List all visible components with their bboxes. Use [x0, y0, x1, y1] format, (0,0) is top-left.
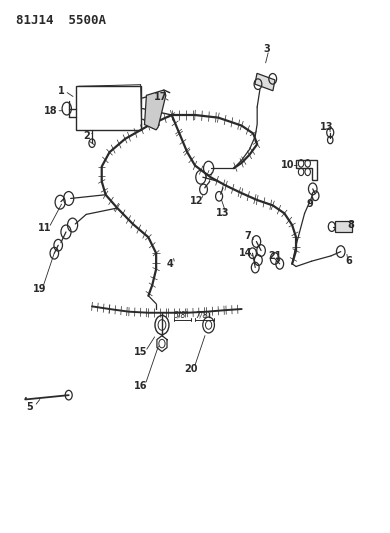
Polygon shape — [255, 74, 275, 91]
Text: 12: 12 — [190, 196, 204, 206]
Text: 8: 8 — [347, 220, 354, 230]
Text: 21: 21 — [268, 251, 282, 261]
Text: 4: 4 — [167, 259, 173, 269]
Text: 81J14  5500A: 81J14 5500A — [16, 14, 106, 27]
Text: 7: 7 — [244, 231, 251, 241]
Text: 5/8": 5/8" — [174, 311, 189, 320]
Text: 1: 1 — [58, 86, 64, 96]
Text: 11: 11 — [38, 223, 51, 233]
Text: 16: 16 — [134, 381, 147, 391]
Bar — [76, 86, 140, 130]
Text: 14: 14 — [239, 248, 252, 258]
Text: 3: 3 — [264, 44, 270, 53]
Text: 20: 20 — [184, 364, 198, 374]
Text: 6: 6 — [345, 256, 352, 266]
Text: 13: 13 — [216, 208, 230, 219]
Text: 13: 13 — [320, 122, 334, 132]
Text: 18: 18 — [44, 106, 58, 116]
Text: 9: 9 — [306, 199, 313, 209]
Text: 2: 2 — [83, 131, 90, 141]
Text: 19: 19 — [33, 284, 46, 294]
Polygon shape — [335, 221, 352, 232]
Text: 17: 17 — [154, 92, 168, 102]
Text: 10: 10 — [281, 160, 294, 171]
Text: 5: 5 — [27, 402, 33, 413]
Text: 7/8": 7/8" — [195, 311, 211, 320]
Text: 15: 15 — [134, 346, 147, 357]
Polygon shape — [144, 90, 166, 130]
